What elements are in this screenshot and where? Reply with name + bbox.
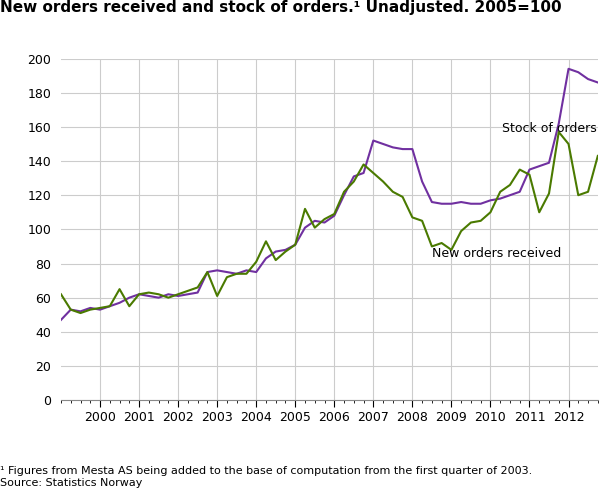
Text: ¹ Figures from Mesta AS being added to the base of computation from the first qu: ¹ Figures from Mesta AS being added to t…: [0, 467, 533, 488]
Text: Stock of orders: Stock of orders: [502, 122, 597, 135]
Text: New orders received: New orders received: [432, 247, 561, 260]
Text: New orders received and stock of orders.¹ Unadjusted. 2005=100: New orders received and stock of orders.…: [0, 0, 562, 15]
